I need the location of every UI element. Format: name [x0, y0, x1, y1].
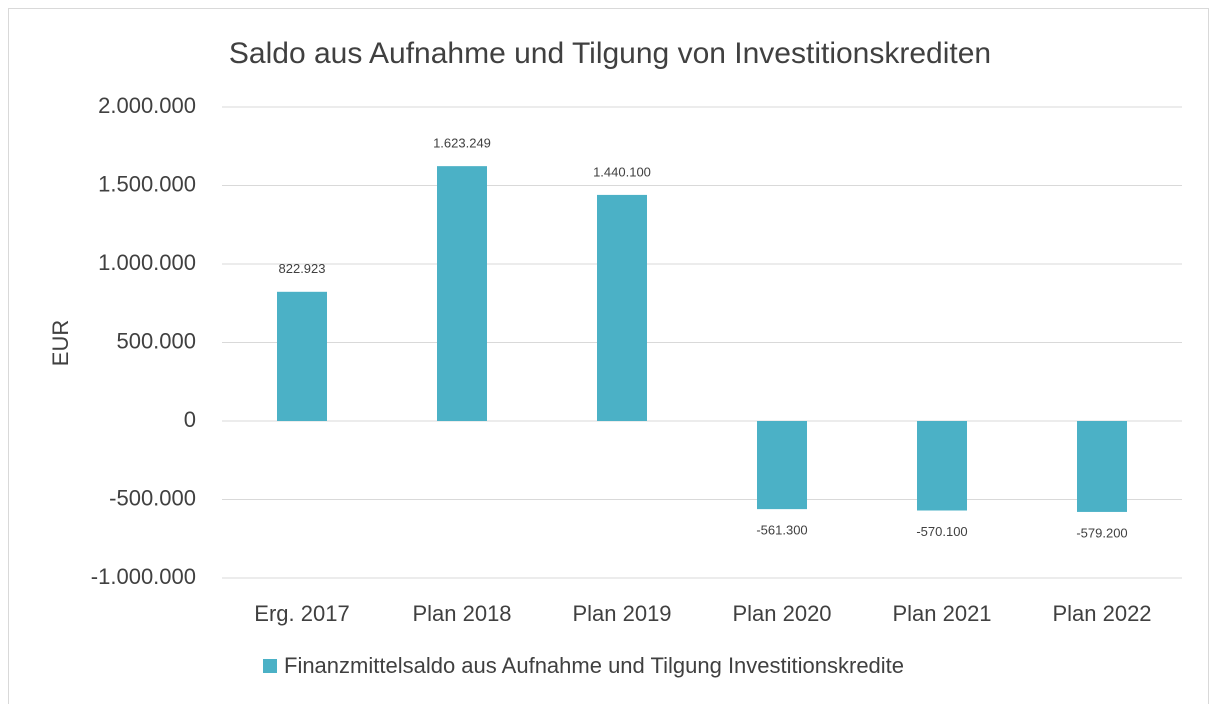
data-label: 1.623.249	[433, 136, 491, 151]
bar	[597, 194, 647, 421]
legend-label: Finanzmittelsaldo aus Aufnahme und Tilgu…	[284, 653, 904, 678]
chart-title: Saldo aus Aufnahme und Tilgung von Inves…	[229, 37, 991, 70]
y-tick-label: 1.000.000	[98, 250, 196, 275]
y-tick-label: 1.500.000	[98, 171, 196, 196]
x-tick-label: Erg. 2017	[254, 601, 349, 626]
x-tick-label: Plan 2018	[412, 601, 511, 626]
data-label: -561.300	[756, 523, 807, 538]
y-tick-label: -1.000.000	[91, 564, 196, 589]
y-tick-label: 0	[184, 407, 196, 432]
data-label: -570.100	[916, 524, 967, 539]
y-tick-label: 2.000.000	[98, 93, 196, 118]
bar	[437, 166, 487, 421]
y-tick-label: 500.000	[116, 328, 196, 353]
y-axis-label: EUR	[48, 320, 73, 366]
data-label: 1.440.100	[593, 164, 651, 179]
bar	[1077, 421, 1127, 512]
x-tick-label: Plan 2020	[732, 601, 831, 626]
x-tick-label: Plan 2022	[1052, 601, 1151, 626]
data-label: 822.923	[279, 261, 326, 276]
legend-swatch	[263, 659, 277, 673]
x-tick-label: Plan 2021	[892, 601, 991, 626]
y-tick-label: -500.000	[109, 485, 196, 510]
data-label: -579.200	[1076, 525, 1127, 540]
x-tick-label: Plan 2019	[572, 601, 671, 626]
bar	[757, 421, 807, 510]
bar	[277, 291, 327, 421]
bar	[917, 421, 967, 511]
